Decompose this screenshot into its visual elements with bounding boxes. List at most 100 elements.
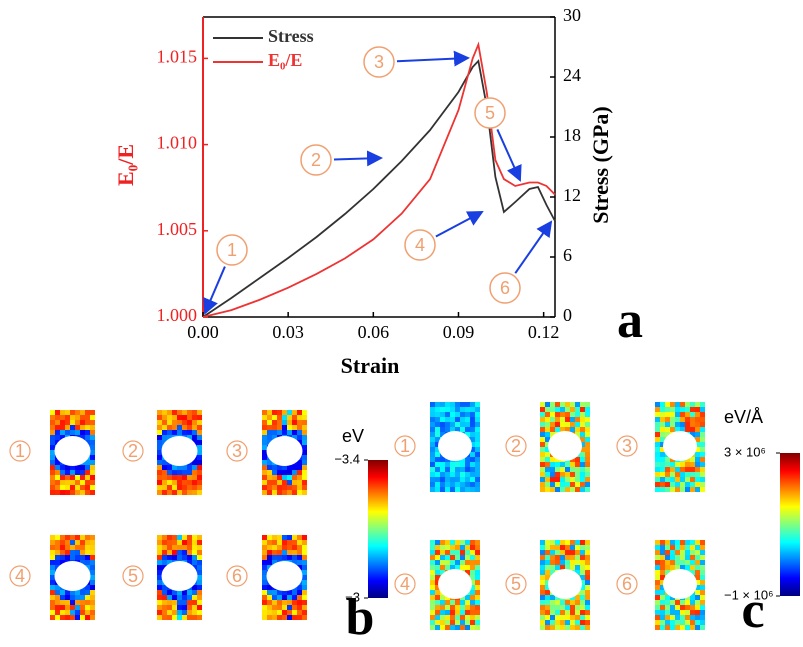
heat-cell	[65, 545, 70, 550]
hole	[548, 569, 582, 599]
heat-cell	[550, 482, 555, 487]
heat-cell	[65, 475, 70, 480]
heat-cell	[670, 560, 675, 565]
heat-cell	[580, 412, 585, 417]
heat-cell	[197, 550, 202, 555]
y2-tick-label: 18	[563, 125, 581, 145]
heat-cell	[85, 425, 90, 430]
heat-cell	[685, 545, 690, 550]
heat-cell	[685, 407, 690, 412]
heat-cell	[297, 465, 302, 470]
heat-cell	[297, 535, 302, 540]
heat-cell	[297, 615, 302, 620]
heat-cell	[157, 585, 162, 590]
heat-cell	[287, 425, 292, 430]
heat-cell	[80, 605, 85, 610]
heat-cell	[157, 555, 162, 560]
heat-cell	[575, 555, 580, 560]
heat-cell	[55, 545, 60, 550]
heat-cell	[440, 412, 445, 417]
heat-cell	[680, 540, 685, 545]
heat-cell	[65, 410, 70, 415]
map-label: 3	[622, 436, 632, 456]
heat-cell	[157, 610, 162, 615]
heat-cell	[157, 570, 162, 575]
heat-cell	[585, 570, 590, 575]
heat-cell	[172, 420, 177, 425]
heat-cell	[292, 615, 297, 620]
heat-cell	[465, 417, 470, 422]
heat-cell	[660, 467, 665, 472]
heat-cell	[675, 462, 680, 467]
heat-cell	[665, 610, 670, 615]
heat-cell	[445, 472, 450, 477]
heat-cell	[292, 425, 297, 430]
heat-cell	[167, 425, 172, 430]
heat-cell	[460, 555, 465, 560]
heat-cell	[292, 415, 297, 420]
heat-cell	[75, 475, 80, 480]
heat-cell	[555, 555, 560, 560]
heat-cell	[475, 550, 480, 555]
heat-cell	[430, 467, 435, 472]
heat-cell	[445, 407, 450, 412]
heat-cell	[465, 560, 470, 565]
heat-cell	[660, 462, 665, 467]
heat-cell	[680, 477, 685, 482]
heat-cell	[435, 625, 440, 630]
map-label: 5	[511, 574, 521, 594]
heat-cell	[90, 465, 95, 470]
heat-cell	[675, 560, 680, 565]
heat-cell	[50, 575, 55, 580]
heat-cell	[60, 610, 65, 615]
heat-cell	[50, 435, 55, 440]
heat-cell	[50, 565, 55, 570]
heat-cell	[267, 490, 272, 495]
heat-cell	[565, 417, 570, 422]
heat-cell	[60, 415, 65, 420]
heat-cell	[470, 560, 475, 565]
heat-cell	[435, 595, 440, 600]
heat-cell	[192, 600, 197, 605]
heat-cell	[465, 472, 470, 477]
heat-cell	[177, 475, 182, 480]
heat-cell	[435, 457, 440, 462]
hole	[267, 436, 303, 466]
heat-cell	[550, 427, 555, 432]
heat-cell	[475, 457, 480, 462]
heat-cell	[430, 565, 435, 570]
heat-cell	[90, 555, 95, 560]
heat-cell	[90, 565, 95, 570]
heat-cell	[570, 545, 575, 550]
heat-cell	[675, 402, 680, 407]
heat-cell	[460, 600, 465, 605]
heat-cell	[685, 402, 690, 407]
heat-cell	[50, 480, 55, 485]
heat-cell	[262, 575, 267, 580]
heat-cell	[445, 555, 450, 560]
heat-cell	[197, 580, 202, 585]
heat-cell	[85, 590, 90, 595]
heat-cell	[60, 605, 65, 610]
heat-cell	[680, 407, 685, 412]
heat-cell	[85, 485, 90, 490]
heat-cell	[192, 490, 197, 495]
heat-cell	[665, 427, 670, 432]
heat-cell	[585, 422, 590, 427]
heat-cell	[162, 605, 167, 610]
heat-cell	[85, 435, 90, 440]
heat-cell	[197, 445, 202, 450]
heat-cell	[172, 545, 177, 550]
heat-cell	[450, 482, 455, 487]
heat-cell	[277, 415, 282, 420]
heat-cell	[475, 462, 480, 467]
heat-cell	[430, 452, 435, 457]
heat-cell	[55, 600, 60, 605]
heat-cell	[575, 462, 580, 467]
heat-cell	[430, 605, 435, 610]
heat-cell	[540, 437, 545, 442]
heat-cell	[680, 615, 685, 620]
heat-cell	[177, 470, 182, 475]
heat-cell	[685, 600, 690, 605]
heat-cell	[197, 455, 202, 460]
